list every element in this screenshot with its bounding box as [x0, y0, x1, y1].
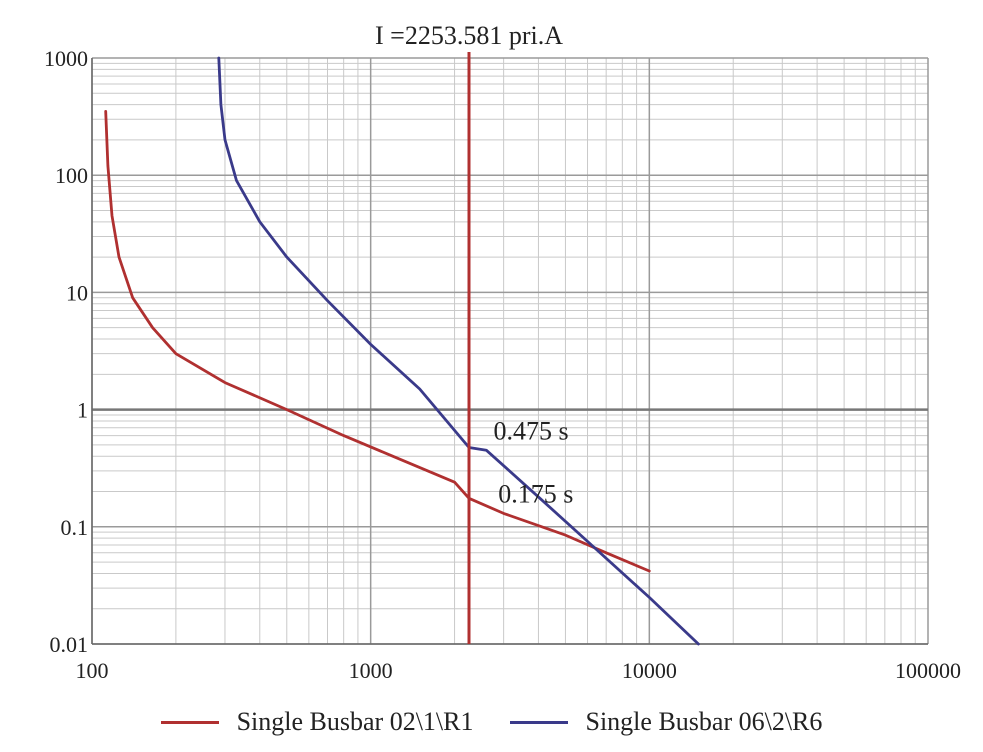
major-grid [91, 57, 929, 645]
annotation-relay-r1-time: 0.175 s [498, 479, 573, 508]
legend-label-r1: Single Busbar 02\1\R1 [236, 707, 474, 736]
y-tick-label: 0.01 [50, 632, 89, 657]
series-line-0 [104, 110, 651, 573]
legend-item-r6: Single Busbar 06\2\R6 [509, 707, 823, 737]
x-tick-label: 10000 [622, 658, 677, 683]
current-reference-label: I =2253.581 pri.A [375, 21, 563, 50]
minor-grid [92, 58, 928, 644]
y-tick-label: 0.1 [61, 515, 89, 540]
legend-swatch-r6 [509, 720, 568, 724]
y-tick-label: 1000 [44, 46, 88, 71]
legend: Single Busbar 02\1\R1 Single Busbar 06\2… [0, 700, 983, 744]
legend-swatch-r1 [160, 720, 219, 724]
y-tick-label: 100 [55, 163, 88, 188]
x-tick-label: 100 [76, 658, 109, 683]
annotations: 0.475 s 0.175 s [494, 416, 574, 508]
x-tick-label: 100000 [895, 658, 961, 683]
series-lines [104, 56, 700, 646]
y-tick-label: 1 [77, 398, 88, 423]
x-tick-labels: 100 1000 10000 100000 [76, 658, 962, 683]
legend-label-r6: Single Busbar 06\2\R6 [585, 707, 823, 736]
x-tick-label: 1000 [349, 658, 393, 683]
legend-item-r1: Single Busbar 02\1\R1 [160, 707, 474, 737]
reference-line-group: I =2253.581 pri.A [375, 21, 563, 644]
y-tick-labels: 0.01 0.1 1 10 100 1000 [44, 46, 88, 657]
annotation-relay-r6-time: 0.475 s [494, 416, 569, 445]
series-line-1 [217, 56, 700, 646]
axes [91, 58, 928, 645]
y-tick-label: 10 [66, 280, 88, 305]
